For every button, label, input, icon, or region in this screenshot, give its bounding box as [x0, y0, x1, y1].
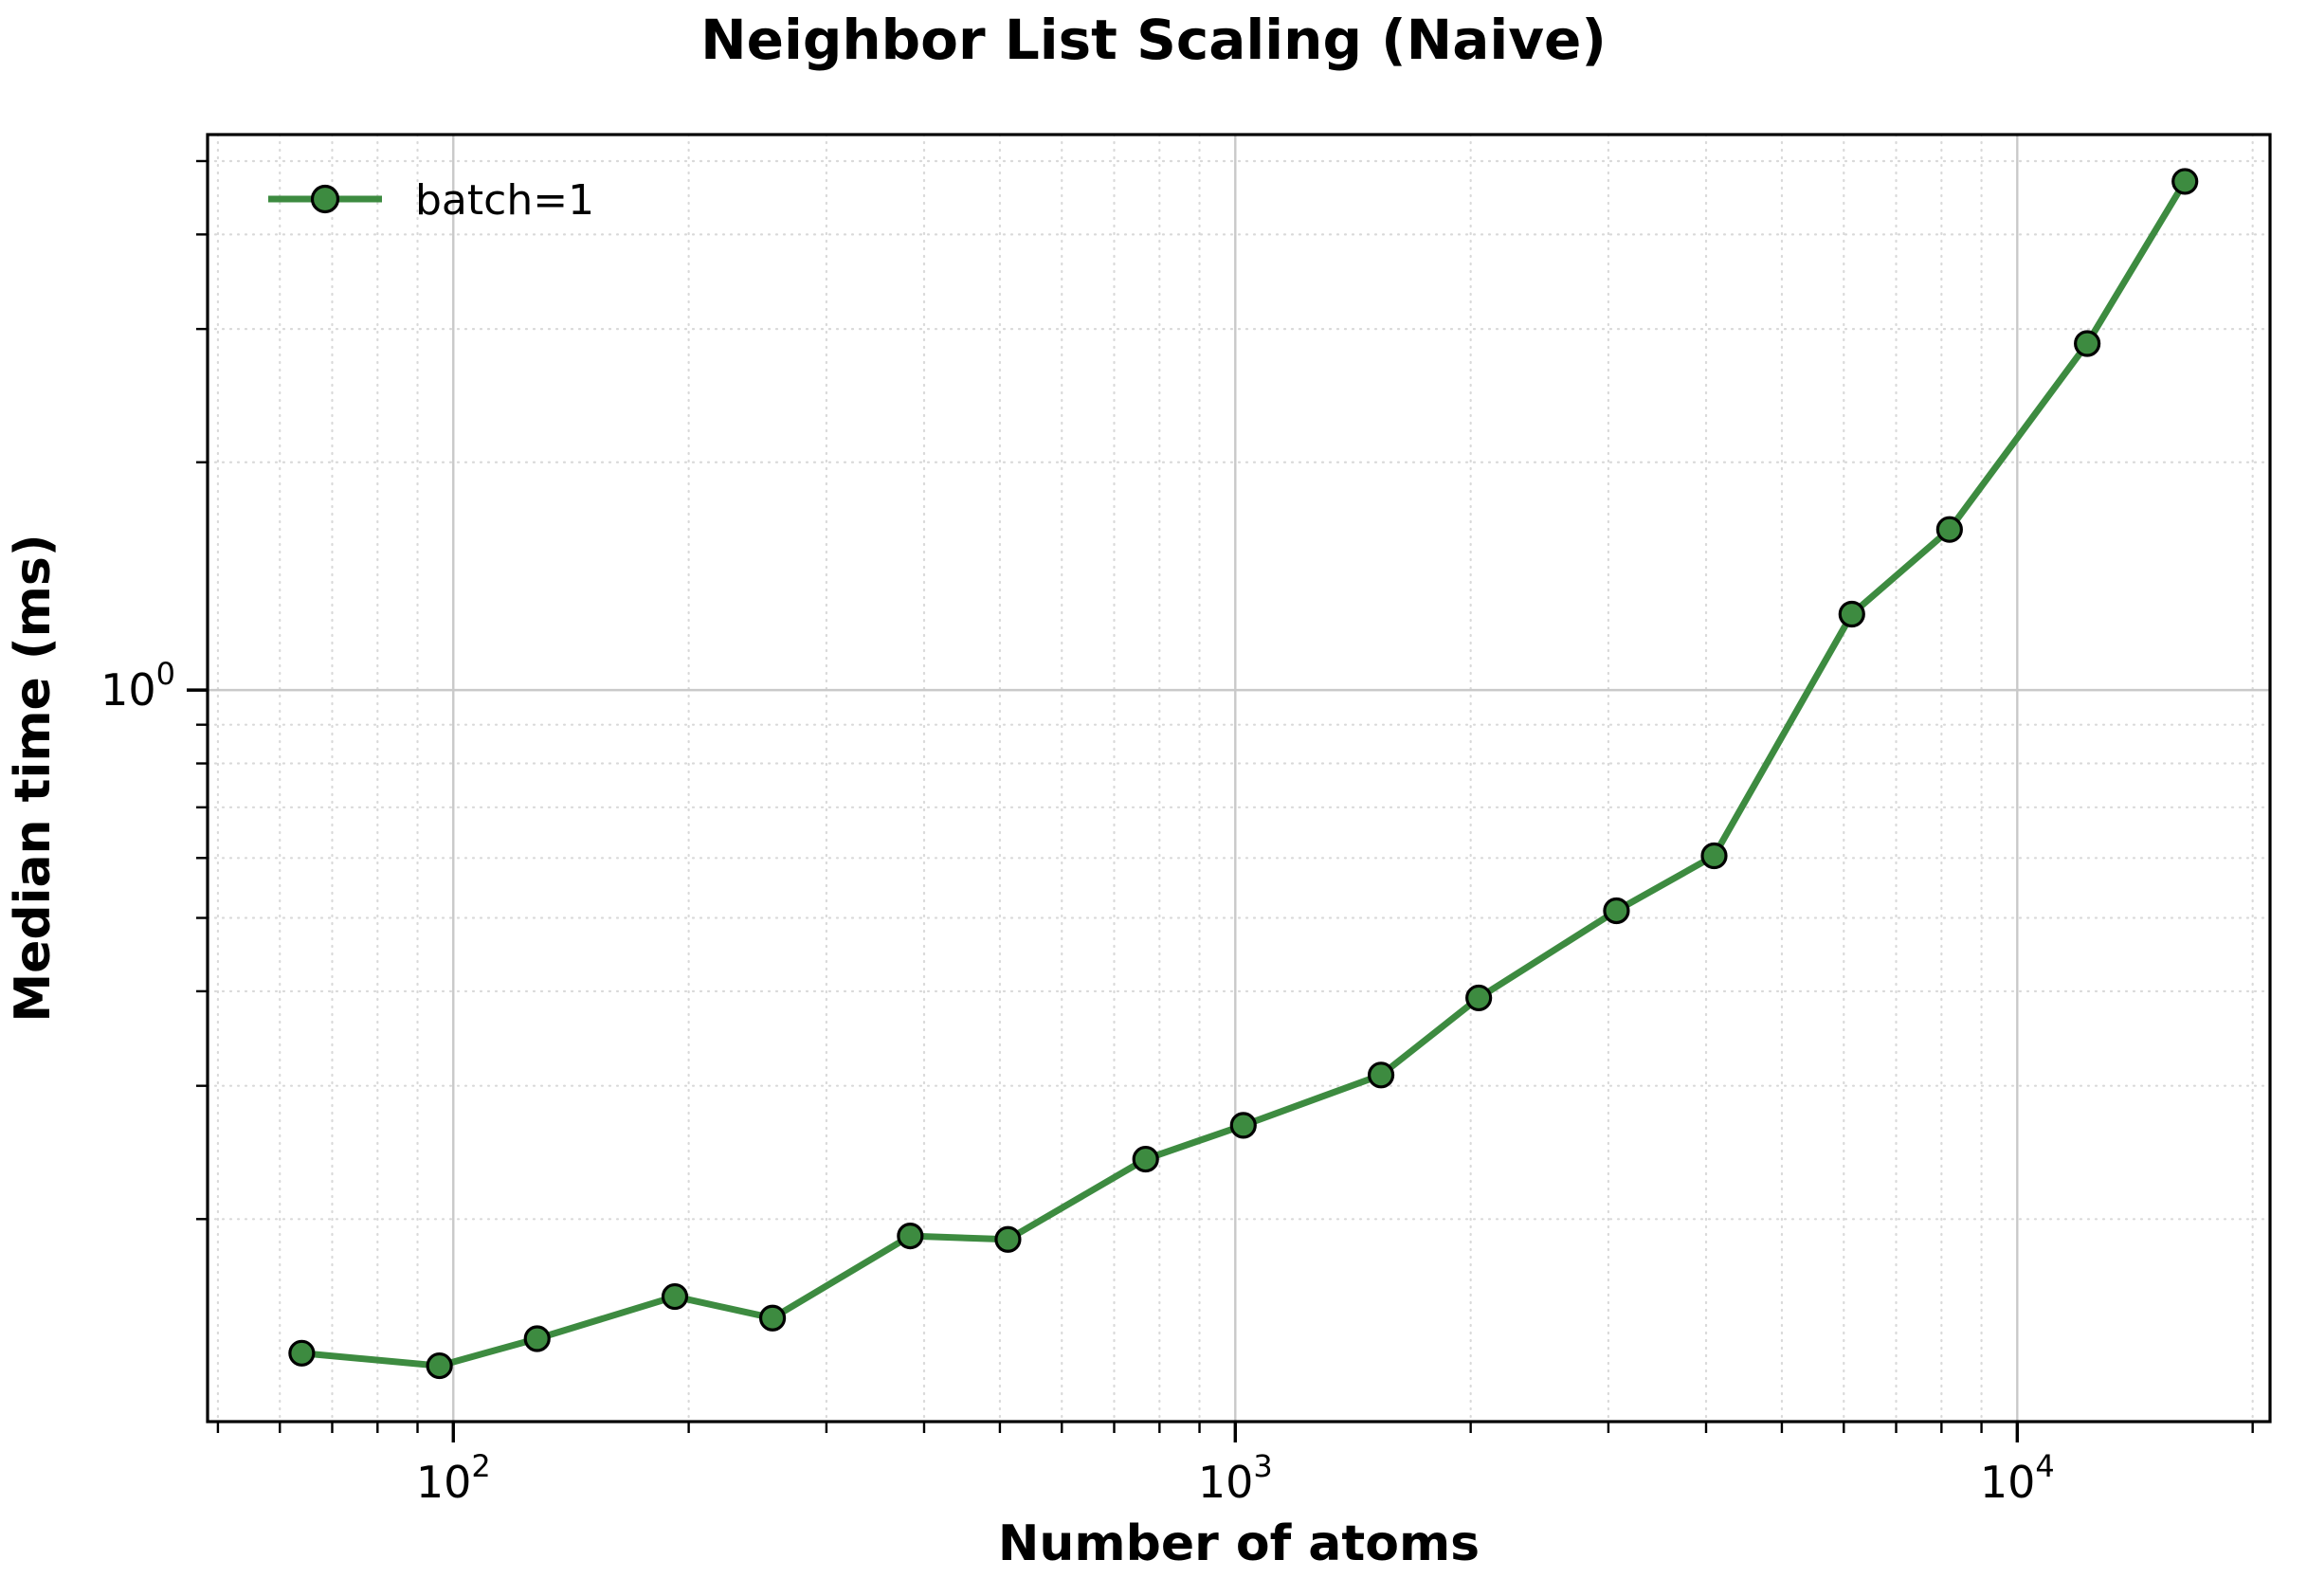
- chart-title: Neighbor List Scaling (Naive): [700, 8, 1607, 72]
- data-point: [2171, 168, 2199, 195]
- data-point: [1465, 984, 1493, 1012]
- x-tick-label: 102: [416, 1448, 491, 1508]
- data-point: [2074, 330, 2101, 357]
- data-point: [994, 1225, 1022, 1253]
- y-tick-label: 100: [100, 656, 175, 716]
- data-point: [1935, 516, 1963, 543]
- plot-border: [206, 133, 2272, 1424]
- data-point: [758, 1304, 787, 1332]
- data-point: [1132, 1145, 1159, 1173]
- axis-ticks: [187, 159, 2254, 1442]
- data-point: [1838, 600, 1865, 628]
- data-point: [897, 1222, 924, 1250]
- grid-minor: [206, 133, 2272, 1424]
- grid-major: [208, 135, 2270, 1422]
- data-point: [1700, 842, 1728, 870]
- plot-spines: [206, 133, 2272, 1424]
- legend: batch=1: [268, 176, 594, 225]
- x-axis-label: Number of atoms: [998, 1515, 1480, 1572]
- x-tick-label: 103: [1198, 1448, 1273, 1508]
- data-point: [661, 1282, 689, 1311]
- x-tick-label: 104: [1980, 1448, 2055, 1508]
- data-point: [1229, 1112, 1257, 1139]
- data-point: [426, 1351, 453, 1380]
- data-point: [1603, 897, 1630, 925]
- axis-tick-labels: 102 103 104 100: [100, 656, 2055, 1508]
- series-batch-1: [288, 168, 2199, 1380]
- y-axis-label: Median time (ms): [5, 534, 62, 1022]
- series-line: [298, 177, 2189, 1369]
- legend-sample-marker: [310, 184, 340, 214]
- data-point: [288, 1339, 316, 1367]
- data-point: [1367, 1061, 1395, 1089]
- legend-label: batch=1: [415, 176, 594, 225]
- data-point: [523, 1325, 551, 1352]
